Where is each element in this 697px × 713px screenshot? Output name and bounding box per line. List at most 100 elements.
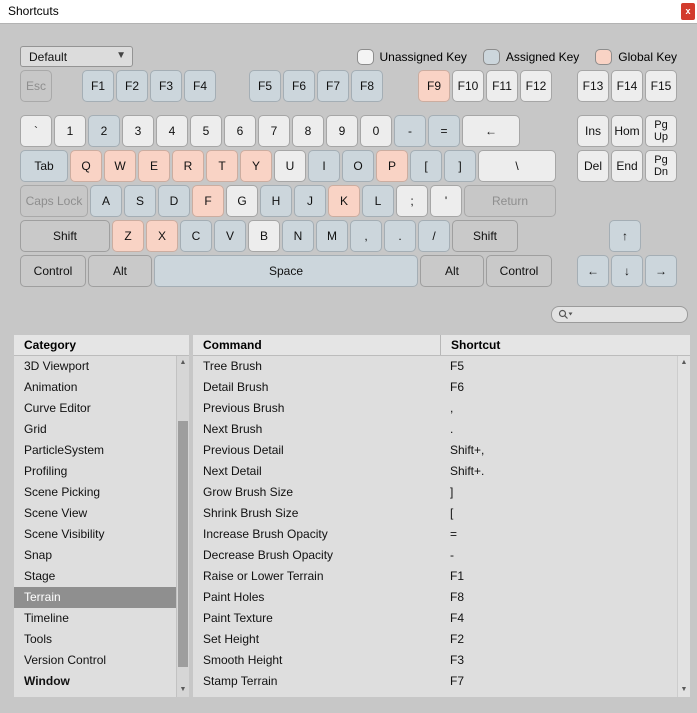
key-n[interactable]: N — [282, 220, 314, 252]
key-3[interactable]: 3 — [122, 115, 154, 147]
key-u[interactable]: U — [274, 150, 306, 182]
command-row[interactable]: Decrease Brush Opacity - — [193, 545, 677, 566]
key-ins[interactable]: Ins — [577, 115, 609, 147]
scroll-down-icon[interactable]: ▼ — [179, 686, 187, 693]
category-item-scene-visibility[interactable]: Scene Visibility — [24, 527, 105, 541]
category-item-version-control[interactable]: Version Control — [24, 653, 107, 667]
key-shift[interactable]: Shift — [452, 220, 518, 252]
key-6[interactable]: 6 — [224, 115, 256, 147]
command-row[interactable]: Previous Detail Shift+, — [193, 440, 677, 461]
command-row[interactable]: Detail Brush F6 — [193, 377, 677, 398]
search-box[interactable] — [551, 306, 688, 323]
category-item-animation[interactable]: Animation — [24, 380, 78, 394]
command-row[interactable]: Smooth Height F3 — [193, 650, 677, 671]
key-end[interactable]: End — [611, 150, 643, 182]
key-minus[interactable]: - — [394, 115, 426, 147]
key-pg-dn[interactable]: Pg Dn — [645, 150, 677, 182]
key-del[interactable]: Del — [577, 150, 609, 182]
key-bracket-left[interactable]: [ — [410, 150, 442, 182]
search-input[interactable] — [573, 308, 681, 321]
key-equals[interactable]: = — [428, 115, 460, 147]
key-arrow-right[interactable]: → — [645, 255, 677, 287]
key-9[interactable]: 9 — [326, 115, 358, 147]
key-space[interactable]: Space — [154, 255, 418, 287]
key-4[interactable]: 4 — [156, 115, 188, 147]
key-s[interactable]: S — [124, 185, 156, 217]
command-row[interactable]: Stamp Terrain F7 — [193, 671, 677, 692]
key-backspace[interactable]: ← — [577, 255, 609, 287]
key-f2[interactable]: F2 — [116, 70, 148, 102]
key-bracket-right[interactable]: ] — [444, 150, 476, 182]
command-row[interactable]: Paint Texture F4 — [193, 608, 677, 629]
key-comma[interactable]: , — [350, 220, 382, 252]
key-0[interactable]: 0 — [360, 115, 392, 147]
category-scrollbar[interactable]: ▲ ▼ — [176, 356, 189, 697]
key-r[interactable]: R — [172, 150, 204, 182]
key-semicolon[interactable]: ; — [396, 185, 428, 217]
key-f11[interactable]: F11 — [486, 70, 518, 102]
profile-dropdown[interactable]: Default ▼ — [20, 46, 133, 67]
key-f3[interactable]: F3 — [150, 70, 182, 102]
command-row[interactable]: Grow Brush Size] — [193, 482, 677, 503]
category-item-particlesystem[interactable]: ParticleSystem — [24, 443, 105, 457]
key-f[interactable]: F — [192, 185, 224, 217]
key-g[interactable]: G — [226, 185, 258, 217]
key-f8[interactable]: F8 — [351, 70, 383, 102]
key-alt[interactable]: Alt — [88, 255, 152, 287]
key-f15[interactable]: F15 — [645, 70, 677, 102]
key-k[interactable]: K — [328, 185, 360, 217]
category-item-grid[interactable]: Grid — [24, 422, 47, 436]
key-f13[interactable]: F13 — [577, 70, 609, 102]
key-p[interactable]: P — [376, 150, 408, 182]
key-t[interactable]: T — [206, 150, 238, 182]
key-f5[interactable]: F5 — [249, 70, 281, 102]
category-item-stage[interactable]: Stage — [24, 569, 56, 583]
key-d[interactable]: D — [158, 185, 190, 217]
key-slash[interactable]: / — [418, 220, 450, 252]
key-o[interactable]: O — [342, 150, 374, 182]
key-a[interactable]: A — [90, 185, 122, 217]
category-scrollbar-thumb[interactable] — [178, 421, 188, 667]
key-2[interactable]: 2 — [88, 115, 120, 147]
scroll-down-icon[interactable]: ▼ — [680, 686, 688, 693]
key-b[interactable]: B — [248, 220, 280, 252]
key-y[interactable]: Y — [240, 150, 272, 182]
key-f12[interactable]: F12 — [520, 70, 552, 102]
key-h[interactable]: H — [260, 185, 292, 217]
key-c[interactable]: C — [180, 220, 212, 252]
key-f10[interactable]: F10 — [452, 70, 484, 102]
scroll-up-icon[interactable]: ▲ — [179, 359, 187, 366]
key-backslash[interactable]: \ — [478, 150, 556, 182]
category-item-curve-editor[interactable]: Curve Editor — [24, 401, 91, 415]
command-row[interactable]: Previous Brush, — [193, 398, 677, 419]
key-w[interactable]: W — [104, 150, 136, 182]
key-l[interactable]: L — [362, 185, 394, 217]
category-item-scene-picking[interactable]: Scene Picking — [24, 485, 101, 499]
category-item-scene-view[interactable]: Scene View — [24, 506, 88, 520]
key-pg-up[interactable]: Pg Up — [645, 115, 677, 147]
command-row[interactable]: Raise or Lower Terrain F1 — [193, 566, 677, 587]
key-7[interactable]: 7 — [258, 115, 290, 147]
category-item-snap[interactable]: Snap — [24, 548, 53, 562]
category-item-profiling[interactable]: Profiling — [24, 464, 68, 478]
key-f7[interactable]: F7 — [317, 70, 349, 102]
category-item-tools[interactable]: Tools — [24, 632, 53, 646]
key-quote[interactable]: ' — [430, 185, 462, 217]
key-f9[interactable]: F9 — [418, 70, 450, 102]
key-v[interactable]: V — [214, 220, 246, 252]
key-i[interactable]: I — [308, 150, 340, 182]
command-row[interactable]: Next Brush. — [193, 419, 677, 440]
close-button[interactable]: x — [681, 3, 695, 20]
key-f1[interactable]: F1 — [82, 70, 114, 102]
key-arrow-up[interactable]: ↑ — [609, 220, 641, 252]
key-control[interactable]: Control — [20, 255, 86, 287]
key-1[interactable]: 1 — [54, 115, 86, 147]
key-m[interactable]: M — [316, 220, 348, 252]
command-row[interactable]: Next Detail Shift+. — [193, 461, 677, 482]
key-q[interactable]: Q — [70, 150, 102, 182]
key-shift[interactable]: Shift — [20, 220, 110, 252]
command-row[interactable]: Set Height F2 — [193, 629, 677, 650]
category-item-terrain[interactable]: Terrain — [14, 587, 176, 608]
command-row[interactable]: Paint Holes F8 — [193, 587, 677, 608]
scroll-up-icon[interactable]: ▲ — [680, 359, 688, 366]
